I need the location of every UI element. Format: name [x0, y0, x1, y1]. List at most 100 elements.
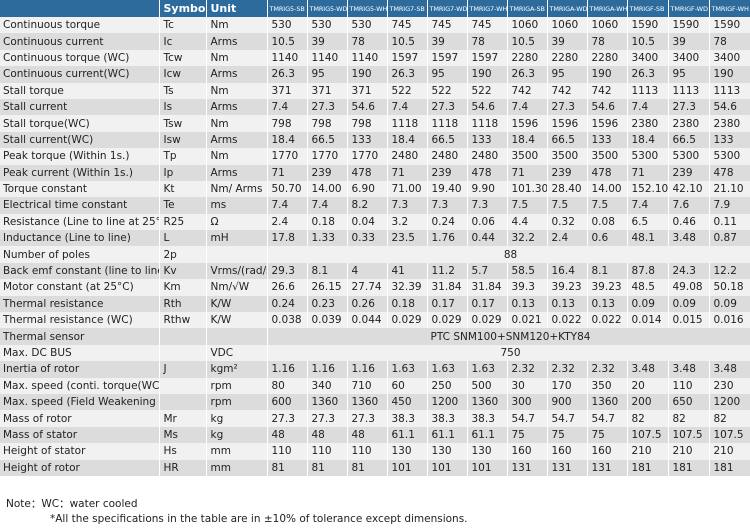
value-cell: 3400	[627, 49, 669, 67]
value-cell: 95	[307, 66, 348, 83]
value-cell: 8.2	[347, 197, 388, 214]
value-cell: 371	[347, 82, 388, 99]
value-cell: 1118	[387, 115, 428, 132]
value-cell: 710	[347, 377, 388, 394]
value-cell: 24.3	[668, 262, 710, 280]
value-cell: 0.17	[427, 295, 468, 313]
value-cell: 1596	[587, 115, 628, 132]
unit-cell: mH	[206, 230, 268, 247]
value-cell: 0.23	[307, 295, 348, 313]
value-cell: 1597	[387, 49, 428, 67]
value-cell: 900	[547, 393, 588, 411]
value-cell: 3.2	[387, 213, 428, 231]
spanned-value-cell: 88	[267, 246, 750, 263]
value-cell: 522	[387, 82, 428, 99]
value-cell: 300	[507, 393, 548, 411]
symbol-cell: Rth	[159, 295, 207, 313]
value-cell: 54.7	[547, 410, 588, 427]
value-cell: 39	[547, 33, 588, 50]
parameter-cell: Stall current	[0, 98, 160, 116]
value-cell: 131	[547, 459, 588, 476]
value-cell: 23.5	[387, 230, 428, 247]
header-model: TMRIG5-WD	[307, 0, 348, 17]
value-cell: 54.6	[467, 98, 508, 116]
value-cell: 54.7	[507, 410, 548, 427]
value-cell: 371	[267, 82, 308, 99]
symbol-cell: Kv	[159, 262, 207, 280]
value-cell: 82	[709, 410, 750, 427]
table-row: Thermal resistance Rth K/W 0.24 0.23 0.26 0.18…	[0, 295, 750, 313]
value-cell: 3400	[668, 49, 710, 67]
parameter-cell: Height of rotor	[0, 459, 160, 476]
unit-cell: rpm	[206, 377, 268, 394]
value-cell: 798	[267, 115, 308, 132]
value-cell: 7.5	[507, 197, 548, 214]
value-cell: 4	[347, 262, 388, 280]
value-cell: 210	[709, 443, 750, 460]
unit-cell: K/W	[206, 312, 268, 329]
value-cell: 101	[427, 459, 468, 476]
value-cell: 7.5	[587, 197, 628, 214]
value-cell: 1060	[507, 17, 548, 34]
table-row: Stall current Is Arms 7.4 27.3 54.6 7.4 27.3 54.…	[0, 98, 750, 116]
unit-cell: ms	[206, 197, 268, 214]
unit-cell	[206, 246, 268, 263]
value-cell: 170	[547, 377, 588, 394]
value-cell: 350	[587, 377, 628, 394]
value-cell: 1113	[668, 82, 710, 99]
header-model: TMRIGA-SB	[507, 0, 548, 17]
value-cell: 3500	[587, 148, 628, 165]
table-row: Mass of stator Ms kg 48 48 48 61.1 61.1 61.1 75 75…	[0, 426, 750, 444]
value-cell: 1140	[347, 49, 388, 67]
value-cell: 78	[587, 33, 628, 50]
table-row: Stall torque Ts Nm 371 371 371 522 522 522 742 742…	[0, 82, 750, 99]
value-cell: 1.76	[427, 230, 468, 247]
value-cell: 50.18	[709, 279, 750, 296]
value-cell: 2280	[547, 49, 588, 67]
value-cell: 26.6	[267, 279, 308, 296]
value-cell: 7.5	[547, 197, 588, 214]
value-cell: 0.09	[627, 295, 669, 313]
value-cell: 0.021	[507, 312, 548, 329]
value-cell: 1596	[507, 115, 548, 132]
value-cell: 82	[627, 410, 669, 427]
value-cell: 42.10	[668, 180, 710, 198]
unit-cell: Nm	[206, 17, 268, 34]
value-cell: 61.1	[427, 426, 468, 444]
symbol-cell: Tcw	[159, 49, 207, 67]
value-cell: 95	[668, 66, 710, 83]
symbol-cell: Te	[159, 197, 207, 214]
value-cell: 0.46	[668, 213, 710, 231]
value-cell: 17.8	[267, 230, 308, 247]
unit-cell: kgm²	[206, 361, 268, 378]
symbol-cell: J	[159, 361, 207, 378]
value-cell: 745	[467, 17, 508, 34]
value-cell: 2280	[507, 49, 548, 67]
value-cell: 1113	[709, 82, 750, 99]
value-cell: 14.00	[587, 180, 628, 198]
header-model: TMRIG5-SB	[267, 0, 308, 17]
table-row: Height of stator Hs mm 110 110 110 130 130 130 16…	[0, 443, 750, 460]
value-cell: 371	[307, 82, 348, 99]
value-cell: 1118	[467, 115, 508, 132]
value-cell: 2.4	[267, 213, 308, 231]
value-cell: 2.32	[507, 361, 548, 378]
value-cell: 3500	[507, 148, 548, 165]
header-model: TMRIGA-WH	[587, 0, 628, 17]
value-cell: 5300	[709, 148, 750, 165]
unit-cell: kg	[206, 426, 268, 444]
value-cell: 101.30	[507, 180, 548, 198]
value-cell: 0.24	[267, 295, 308, 313]
value-cell: 26.3	[507, 66, 548, 83]
unit-cell: Ω	[206, 213, 268, 231]
value-cell: 230	[709, 377, 750, 394]
parameter-cell: Stall torque(WC)	[0, 115, 160, 132]
header-model: TMRIGF-WH	[709, 0, 750, 17]
value-cell: 60	[387, 377, 428, 394]
value-cell: 71.00	[387, 180, 428, 198]
value-cell: 10.5	[627, 33, 669, 50]
symbol-cell: Tc	[159, 17, 207, 34]
parameter-cell: Height of stator	[0, 443, 160, 460]
value-cell: 1360	[587, 393, 628, 411]
value-cell: 75	[547, 426, 588, 444]
